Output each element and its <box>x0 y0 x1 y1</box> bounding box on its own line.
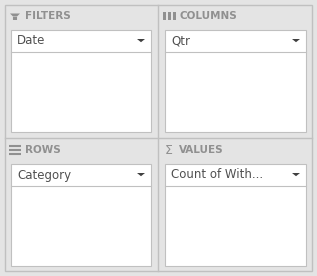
Bar <box>172 12 176 20</box>
Polygon shape <box>292 39 300 42</box>
Text: Date: Date <box>17 34 45 47</box>
Bar <box>165 30 306 132</box>
Text: Qtr: Qtr <box>171 34 190 47</box>
Polygon shape <box>10 14 20 17</box>
Text: ROWS: ROWS <box>25 145 61 155</box>
Text: FILTERS: FILTERS <box>25 11 71 21</box>
Polygon shape <box>292 173 300 176</box>
Bar <box>167 12 171 20</box>
Polygon shape <box>137 173 145 176</box>
Text: COLUMNS: COLUMNS <box>179 11 237 21</box>
Text: Category: Category <box>17 169 71 182</box>
Text: Count of With...: Count of With... <box>171 169 263 182</box>
Bar <box>165 164 306 266</box>
Bar <box>11 164 151 266</box>
Text: VALUES: VALUES <box>179 145 223 155</box>
Bar <box>163 12 165 20</box>
Text: Σ: Σ <box>165 144 173 156</box>
Bar <box>11 30 151 132</box>
Polygon shape <box>137 39 145 42</box>
